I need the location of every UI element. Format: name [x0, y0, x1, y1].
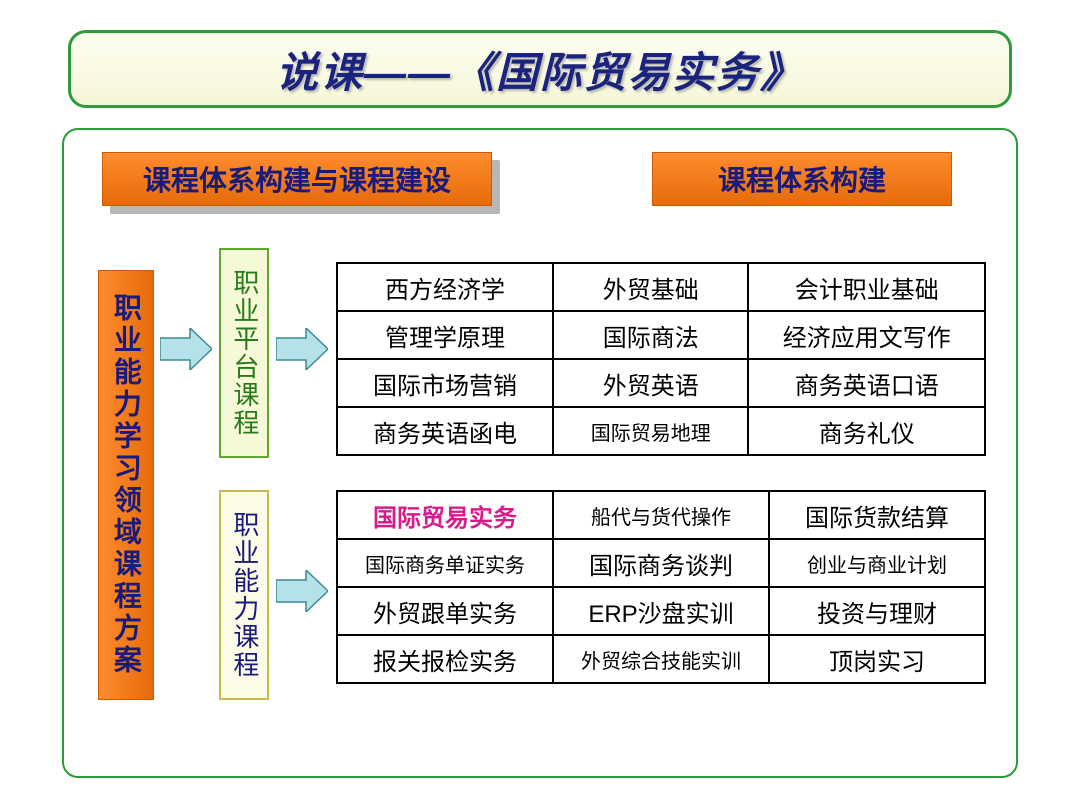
table-cell: 商务礼仪	[748, 407, 985, 455]
table-cell: 创业与商业计划	[769, 539, 985, 587]
table-cell: 国际商法	[553, 311, 748, 359]
header-box-2: 课程体系构建	[652, 152, 952, 206]
table-cell: 外贸跟单实务	[337, 587, 553, 635]
arrow-icon	[276, 328, 328, 370]
header-box-1-label: 课程体系构建与课程建设	[143, 159, 451, 199]
table-cell: 国际商务单证实务	[337, 539, 553, 587]
category-box-2: 职业能力课程	[219, 490, 269, 700]
title-panel: 说课——《国际贸易实务》	[68, 30, 1012, 108]
arrow-icon	[160, 328, 212, 370]
category-box-1: 职业平台课程	[219, 248, 269, 458]
table-row: 报关报检实务外贸综合技能实训顶岗实习	[337, 635, 985, 683]
table-cell: 国际商务谈判	[553, 539, 769, 587]
table-row: 国际商务单证实务国际商务谈判创业与商业计划	[337, 539, 985, 587]
table-cell: 商务英语口语	[748, 359, 985, 407]
table-cell: 报关报检实务	[337, 635, 553, 683]
vertical-main-box: 职业能力学习领域课程方案	[98, 270, 154, 700]
table-row: 管理学原理国际商法经济应用文写作	[337, 311, 985, 359]
table-cell: 投资与理财	[769, 587, 985, 635]
table-row: 外贸跟单实务ERP沙盘实训投资与理财	[337, 587, 985, 635]
table-cell: 外贸基础	[553, 263, 748, 311]
table-cell-highlight: 国际贸易实务	[337, 491, 553, 539]
category-2-label: 职业能力课程	[227, 511, 261, 679]
vertical-main-label: 职业能力学习领域课程方案	[107, 293, 145, 677]
table-cell: 船代与货代操作	[553, 491, 769, 539]
category-1-label: 职业平台课程	[227, 269, 261, 437]
table-cell: 会计职业基础	[748, 263, 985, 311]
header-box-1: 课程体系构建与课程建设	[102, 152, 492, 206]
table-row: 商务英语函电国际贸易地理商务礼仪	[337, 407, 985, 455]
table-row: 西方经济学外贸基础会计职业基础	[337, 263, 985, 311]
table-cell: 西方经济学	[337, 263, 553, 311]
table-cell: 顶岗实习	[769, 635, 985, 683]
table-cell: 经济应用文写作	[748, 311, 985, 359]
table-cell: 外贸综合技能实训	[553, 635, 769, 683]
table-row: 国际市场营销外贸英语商务英语口语	[337, 359, 985, 407]
table-cell: 国际贸易地理	[553, 407, 748, 455]
table-row: 国际贸易实务船代与货代操作国际货款结算	[337, 491, 985, 539]
table-cell: 商务英语函电	[337, 407, 553, 455]
header-box-2-label: 课程体系构建	[718, 159, 886, 199]
table-cell: 国际货款结算	[769, 491, 985, 539]
table-cell: ERP沙盘实训	[553, 587, 769, 635]
table-cell: 国际市场营销	[337, 359, 553, 407]
arrow-icon	[276, 570, 328, 612]
course-table-2: 国际贸易实务船代与货代操作国际货款结算 国际商务单证实务国际商务谈判创业与商业计…	[336, 490, 986, 684]
table-cell: 管理学原理	[337, 311, 553, 359]
page-title: 说课——《国际贸易实务》	[276, 39, 804, 100]
course-table-1: 西方经济学外贸基础会计职业基础 管理学原理国际商法经济应用文写作 国际市场营销外…	[336, 262, 986, 456]
table-cell: 外贸英语	[553, 359, 748, 407]
main-panel: 课程体系构建与课程建设 课程体系构建 职业能力学习领域课程方案 职业平台课程 职…	[62, 128, 1018, 778]
